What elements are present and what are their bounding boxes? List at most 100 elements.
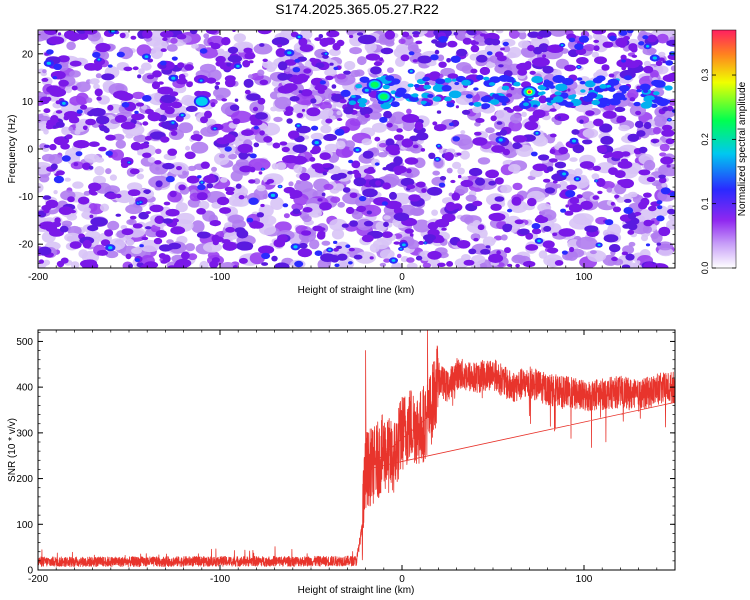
heatmap-cell — [447, 73, 459, 79]
heatmap-cell — [618, 30, 628, 36]
heatmap-cell — [472, 200, 483, 207]
heatmap-cell — [94, 88, 103, 97]
heatmap-cell — [577, 77, 583, 81]
heatmap-cell — [624, 198, 632, 203]
heatmap-cell — [667, 204, 674, 211]
heatmap-cell — [334, 128, 345, 136]
heatmap-cell — [266, 179, 275, 184]
heatmap-cell — [296, 124, 300, 127]
heatmap-cell — [618, 85, 630, 92]
heatmap-cell — [319, 80, 326, 85]
heatmap-cell — [88, 165, 94, 170]
heatmap-cell — [518, 31, 527, 40]
heatmap-cell — [292, 78, 304, 85]
heatmap-cell — [634, 211, 642, 216]
heatmap-cell — [351, 95, 356, 98]
heatmap-cell — [496, 121, 503, 125]
heatmap-cell — [297, 35, 301, 39]
heatmap-cell — [232, 118, 241, 125]
heatmap-cell — [494, 120, 505, 130]
heatmap-cell — [643, 65, 654, 74]
heatmap-cell — [638, 169, 651, 176]
heatmap-cell — [462, 37, 472, 45]
heatmap-cell — [356, 32, 364, 36]
heatmap-cell — [139, 142, 150, 149]
heatmap-cell — [274, 262, 290, 268]
heatmap-cell — [296, 180, 302, 185]
heatmap-cell — [274, 221, 292, 233]
heatmap-cell — [169, 190, 177, 198]
heatmap-cell — [415, 182, 423, 187]
heatmap-cell — [162, 37, 168, 42]
heatmap-cell — [178, 122, 194, 134]
heatmap-cell — [291, 203, 304, 211]
heatmap-cell — [286, 118, 293, 124]
heatmap-cell — [46, 96, 52, 102]
heatmap-cell — [382, 182, 391, 190]
heatmap-cell — [298, 37, 308, 47]
heatmap-cell — [257, 30, 272, 35]
heatmap-cell — [544, 187, 556, 194]
heatmap-cell — [131, 113, 145, 121]
heatmap-cell — [537, 91, 544, 96]
heatmap-cell — [546, 257, 559, 268]
heatmap-cell — [439, 176, 447, 181]
heatmap-cell — [640, 101, 652, 109]
heatmap-cell — [329, 218, 348, 232]
heatmap-cell — [329, 254, 340, 263]
heatmap-cell — [166, 44, 178, 52]
heatmap-cell — [433, 124, 447, 132]
heatmap-cell — [510, 113, 522, 124]
heatmap-cell — [238, 151, 249, 160]
heatmap-cell — [193, 130, 200, 135]
heatmap-cell — [209, 42, 214, 45]
heatmap-cell — [438, 61, 447, 68]
heatmap-cell — [101, 73, 115, 81]
heatmap-cell — [444, 96, 452, 102]
heatmap-cell — [408, 194, 421, 202]
heatmap-cell — [486, 51, 493, 56]
heatmap-feature — [193, 95, 210, 108]
heatmap-cell — [184, 151, 196, 160]
heatmap-cell — [348, 159, 354, 164]
heatmap-cell — [325, 118, 333, 124]
heatmap-cell — [438, 36, 448, 43]
heatmap-cell — [261, 262, 269, 266]
heatmap-cell — [155, 166, 160, 171]
heatmap-cell — [89, 78, 100, 85]
heatmap-cell — [652, 126, 661, 135]
heatmap-cell — [123, 66, 133, 72]
heatmap-cell — [281, 146, 290, 153]
heatmap-cell — [169, 91, 179, 97]
heatmap-cell — [53, 190, 58, 195]
heatmap-cell — [321, 192, 326, 197]
heatmap-cell — [345, 206, 355, 215]
heatmap-cell — [461, 79, 471, 86]
heatmap-cell — [351, 160, 361, 169]
heatmap-cell — [49, 143, 57, 151]
heatmap-cell — [343, 106, 354, 115]
heatmap-cell — [569, 197, 580, 205]
heatmap-cell — [513, 81, 521, 87]
heatmap-cell — [352, 169, 360, 175]
heatmap-cell — [427, 222, 439, 230]
heatmap-cell — [52, 76, 58, 80]
heatmap-cell — [527, 45, 535, 52]
heatmap-cell — [466, 30, 477, 35]
heatmap-cell — [646, 47, 657, 55]
heatmap-cell — [143, 189, 152, 194]
heatmap-cell — [608, 73, 615, 78]
heatmap-cell — [294, 58, 301, 63]
heatmap-cell — [357, 56, 367, 66]
heatmap-cell — [92, 51, 101, 58]
snr-x-tick-label: 0 — [399, 574, 405, 585]
heatmap-cell — [652, 139, 657, 144]
heatmap-cell — [275, 48, 287, 57]
heatmap-cell — [385, 75, 395, 81]
heatmap-cell — [376, 237, 383, 242]
heatmap-cell — [137, 74, 142, 79]
heatmap-cell — [233, 33, 246, 43]
heatmap-cell — [521, 111, 527, 118]
heatmap-cell — [159, 60, 167, 66]
